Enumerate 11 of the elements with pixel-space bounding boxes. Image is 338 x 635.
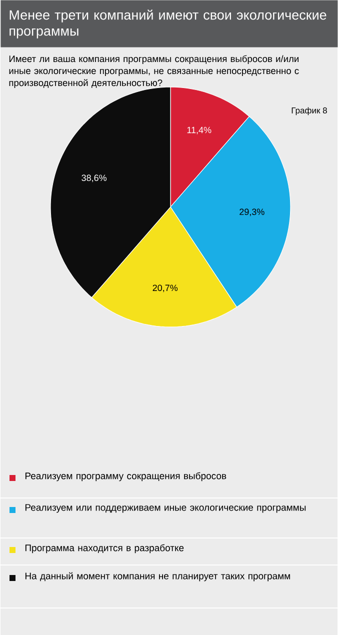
data-label: 20,7% <box>152 284 178 292</box>
legend-label: На данный момент компания не планирует таких программ <box>25 572 290 582</box>
data-label: 38,6% <box>82 174 107 182</box>
data-label: 29,3% <box>240 208 264 216</box>
chart-subtitle: Имеет ли ваша компания программы сокращения выбросов и/или иные экологические программы, не связанные непосредственно с производственной деятельностью? <box>9 55 299 88</box>
data-label: 11,4% <box>187 126 212 134</box>
legend-label: Реализуем программу сокращения выбросов <box>25 472 226 482</box>
legend-label: Реализуем или поддерживаем иные экологические программы <box>25 504 306 513</box>
text: График 8 <box>292 107 327 116</box>
chart-title: Менее трети компаний имеют свои экологические программы <box>10 10 326 38</box>
legend-label: Программа находится в разработке <box>25 544 184 554</box>
